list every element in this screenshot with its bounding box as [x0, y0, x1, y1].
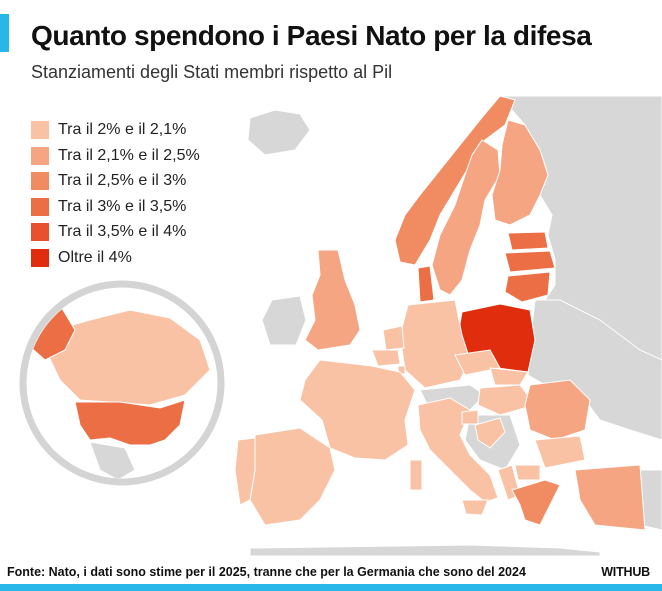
legend-label: Tra il 3% e il 3,5%: [58, 197, 187, 215]
legend-item: Tra il 2,5% e il 3%: [31, 169, 200, 193]
north-africa-land: [249, 544, 601, 557]
legend-swatch: [31, 248, 49, 267]
country-italy: [417, 397, 499, 503]
legend-label: Tra il 3,5% e il 4%: [58, 223, 187, 241]
country-hungary: [477, 384, 536, 416]
legend-item: Oltre il 4%: [31, 246, 200, 270]
brand-logo: WITHUB: [601, 565, 650, 579]
ukraine-belarus-land: [527, 299, 662, 441]
legend-swatch: [31, 223, 49, 242]
country-slovenia: [461, 409, 479, 425]
country-turkey: [574, 464, 646, 531]
country-sardinia: [409, 459, 423, 491]
map-title: Quanto spendono i Paesi Nato per la dife…: [31, 20, 592, 51]
country-canada: [47, 309, 211, 406]
country-usa: [74, 399, 186, 446]
country-germany: [399, 299, 471, 389]
legend-swatch: [31, 172, 49, 191]
legend-item: Tra il 3,5% e il 4%: [31, 220, 200, 244]
country-estonia: [507, 231, 549, 251]
legend-item: Tra il 2,1% e il 2,5%: [31, 144, 200, 168]
country-spain: [249, 427, 336, 526]
country-denmark: [417, 265, 435, 303]
country-latvia: [504, 250, 556, 273]
legend-swatch: [31, 197, 49, 216]
country-netherlands: [382, 325, 405, 351]
legend-swatch: [31, 121, 49, 139]
legend-label: Tra il 2% e il 2,1%: [58, 121, 187, 138]
country-bulgaria: [534, 435, 586, 469]
country-lithuania: [504, 271, 551, 303]
country-uk: [304, 249, 361, 351]
country-czechia: [454, 349, 501, 376]
country-france: [299, 359, 416, 461]
country-romania: [524, 379, 591, 441]
legend-label: Oltre il 4%: [58, 248, 132, 266]
non-member-land: [247, 95, 662, 557]
legend-item: Tra il 2% e il 2,1%: [31, 118, 200, 142]
source-note: Fonte: Nato, i dati sono stime per il 20…: [7, 565, 526, 579]
legend-label: Tra il 2,5% e il 3%: [58, 172, 187, 190]
bottom-accent-bar: [0, 584, 662, 591]
accent-bar: [0, 14, 9, 52]
legend-swatch: [31, 146, 49, 165]
country-finland: [491, 119, 549, 226]
country-sicily: [461, 499, 489, 516]
north-america-inset: [19, 280, 225, 486]
country-croatia: [474, 417, 506, 449]
iceland-land: [247, 109, 311, 156]
nato-countries: [234, 95, 646, 531]
country-portugal: [234, 437, 256, 506]
country-norway: [394, 95, 516, 266]
country-greece: [511, 479, 561, 526]
country-belgium: [371, 349, 401, 367]
map-subtitle: Stanziamenti degli Stati membri rispetto…: [31, 62, 393, 82]
country-mexico: [89, 441, 136, 478]
legend-label: Tra il 2,1% e il 2,5%: [58, 146, 200, 164]
country-sweden: [431, 139, 501, 296]
ireland-land: [261, 295, 307, 346]
country-north-macedonia: [514, 464, 541, 481]
legend: Tra il 2% e il 2,1% Tra il 2,1% e il 2,5…: [31, 118, 200, 272]
legend-item: Tra il 3% e il 3,5%: [31, 195, 200, 219]
